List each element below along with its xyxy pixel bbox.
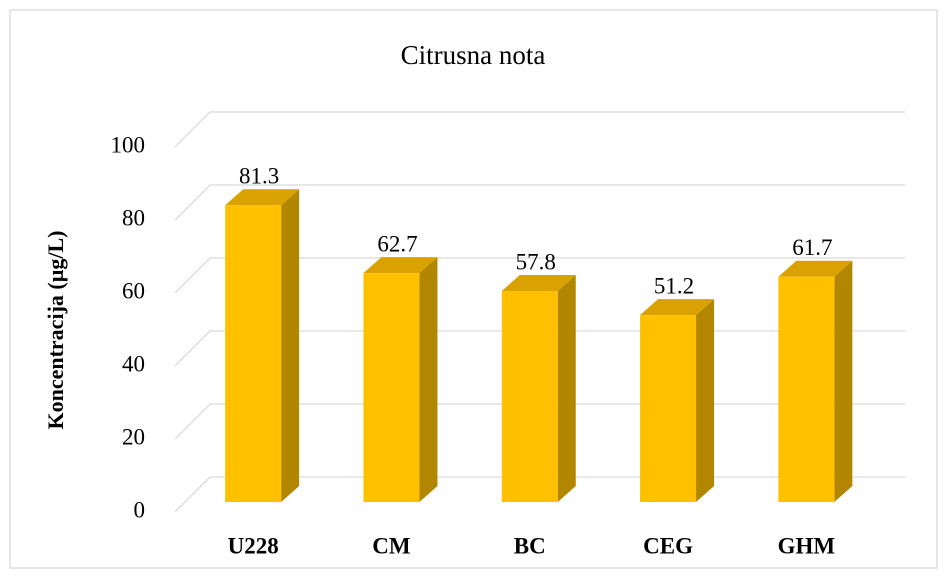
bar xyxy=(501,275,576,502)
bar xyxy=(778,260,853,502)
bar-side xyxy=(557,275,576,502)
x-tick-label: U228 xyxy=(228,533,279,558)
value-label: 81.3 xyxy=(239,164,279,189)
bar-front xyxy=(363,273,420,502)
bar-side xyxy=(834,260,853,502)
x-tick-label: CM xyxy=(372,533,411,558)
value-label: 57.8 xyxy=(516,249,556,274)
bar xyxy=(640,299,715,502)
y-tick-label: 100 xyxy=(111,132,146,157)
bar-front xyxy=(640,315,697,502)
grid-line xyxy=(174,184,905,221)
y-tick-label: 20 xyxy=(122,424,145,449)
bar-side xyxy=(419,257,438,502)
x-tick-label: BC xyxy=(514,533,546,558)
bar-side xyxy=(281,189,300,502)
value-label: 51.2 xyxy=(654,273,694,298)
bar-front xyxy=(778,276,835,502)
grid-line xyxy=(174,257,905,294)
x-tick-label: GHM xyxy=(778,533,836,558)
bar-front xyxy=(501,291,558,502)
x-tick-label: CEG xyxy=(643,533,693,558)
bar-front xyxy=(225,205,282,502)
bar-top xyxy=(640,299,715,316)
y-tick-label: 60 xyxy=(122,278,145,303)
y-axis-title: Koncentracija (µg/L) xyxy=(43,230,68,429)
y-tick-label: 40 xyxy=(122,351,145,376)
chart-title: Citrusna nota xyxy=(401,40,546,70)
y-tick-label: 80 xyxy=(122,205,145,230)
bar-top xyxy=(225,189,300,206)
bar xyxy=(363,257,438,502)
bar-side xyxy=(696,299,715,502)
y-tick-label: 0 xyxy=(134,497,146,522)
grid-line xyxy=(174,111,905,148)
bar-top xyxy=(501,275,576,292)
bar-top xyxy=(778,260,853,277)
bar xyxy=(225,189,300,502)
value-label: 61.7 xyxy=(792,235,832,260)
value-label: 62.7 xyxy=(377,231,417,256)
bar-top xyxy=(363,257,438,274)
